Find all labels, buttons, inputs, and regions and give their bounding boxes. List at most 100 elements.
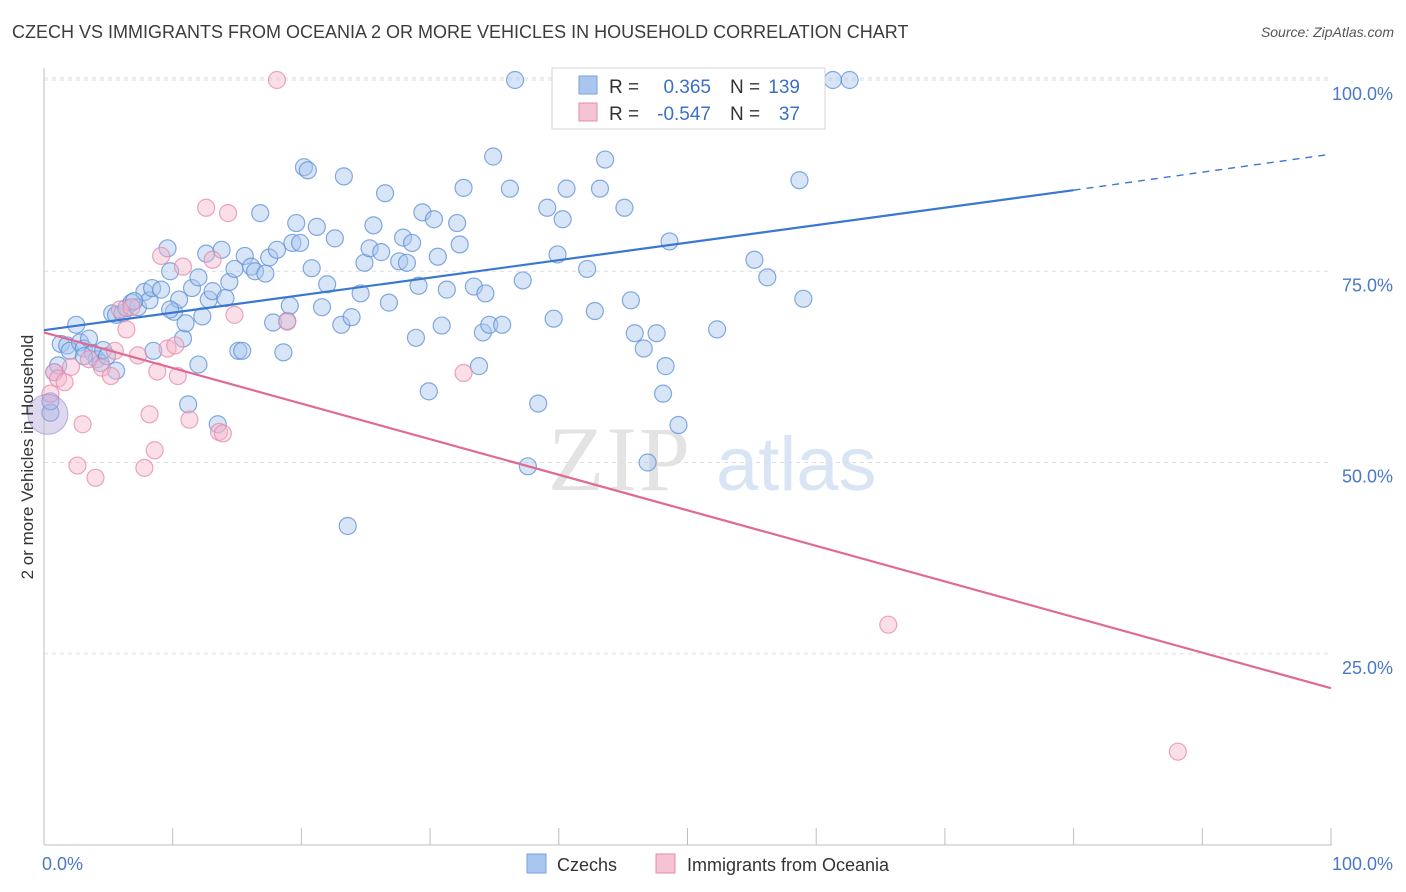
czechs-point bbox=[397, 253, 417, 272]
czechs-point bbox=[596, 150, 615, 169]
legend-label-oceania: Immigrants from Oceania bbox=[687, 855, 890, 875]
chart-title: CZECH VS IMMIGRANTS FROM OCEANIA 2 OR MO… bbox=[12, 22, 909, 42]
legend-label-czechs: Czechs bbox=[557, 855, 617, 875]
oceania-point bbox=[122, 298, 141, 317]
czechs-point bbox=[660, 232, 679, 251]
stats-n-label-oceania: N = bbox=[730, 104, 760, 125]
czechs-point bbox=[529, 394, 548, 413]
oceania-trend-line bbox=[43, 331, 1332, 690]
oceania-point bbox=[101, 366, 121, 386]
oceania-point bbox=[68, 456, 87, 475]
oceania-point bbox=[225, 305, 244, 324]
czechs-point bbox=[409, 276, 428, 295]
gridlines bbox=[44, 77, 1331, 655]
czechs-point bbox=[615, 198, 634, 217]
oceania-point bbox=[203, 250, 222, 269]
czechs-point bbox=[152, 280, 171, 299]
stats-swatch-oceania bbox=[578, 102, 598, 122]
czechs-point bbox=[638, 453, 657, 472]
oceania-point bbox=[213, 424, 232, 443]
czechs-point bbox=[364, 216, 383, 235]
czechs-point bbox=[424, 210, 444, 229]
czechs-point bbox=[493, 315, 512, 334]
czechs-point bbox=[298, 161, 317, 180]
czechs-point bbox=[480, 315, 499, 334]
czechs-point bbox=[375, 184, 395, 203]
oceania-point bbox=[128, 346, 148, 365]
oceania-point bbox=[73, 415, 92, 434]
stats-r-label-czechs: R = bbox=[609, 77, 639, 98]
czechs-point bbox=[208, 415, 227, 434]
czechs-point bbox=[143, 278, 162, 298]
czechs-point bbox=[229, 341, 248, 360]
oceania-point bbox=[152, 246, 171, 266]
czechs-point bbox=[332, 315, 351, 334]
czechs-point bbox=[342, 308, 361, 327]
stats-swatch-czechs bbox=[578, 75, 598, 95]
czechs-point bbox=[179, 395, 198, 414]
czechs-trend-extension bbox=[1073, 153, 1332, 191]
oceania-point bbox=[218, 204, 238, 223]
oceania-point bbox=[140, 405, 159, 424]
y-tick-label: 75.0% bbox=[1342, 275, 1393, 295]
czechs-point bbox=[794, 289, 813, 308]
oceania-point bbox=[135, 458, 154, 477]
czechs-point bbox=[437, 280, 456, 299]
czechs-point bbox=[267, 240, 287, 259]
czechs-point bbox=[351, 284, 370, 303]
czechs-point bbox=[500, 179, 519, 198]
x-ticks bbox=[43, 828, 1332, 845]
czechs-point bbox=[260, 248, 279, 267]
czechs-point bbox=[450, 235, 469, 254]
czechs-point bbox=[578, 259, 597, 279]
czechs-point bbox=[235, 246, 254, 266]
y-tick-label: 100.0% bbox=[1332, 84, 1393, 104]
czechs-point bbox=[106, 361, 126, 380]
oceania-point bbox=[1168, 742, 1187, 761]
czechs-point bbox=[428, 247, 447, 266]
czechs-point bbox=[302, 259, 321, 278]
czechs-point bbox=[41, 392, 60, 411]
czechs-point bbox=[402, 233, 422, 253]
czechs-trend-line bbox=[43, 189, 1074, 332]
czechs-point bbox=[287, 213, 306, 233]
czechs-point bbox=[557, 179, 576, 198]
oceania-point bbox=[454, 363, 473, 383]
oceania-point bbox=[110, 300, 130, 319]
oceania-point bbox=[173, 257, 193, 276]
czechs-point bbox=[464, 277, 483, 296]
czechs-point bbox=[840, 70, 859, 90]
oceania-point bbox=[168, 366, 187, 386]
oceania-point bbox=[105, 341, 124, 360]
czechs-point bbox=[419, 382, 438, 401]
czechs-point bbox=[513, 271, 532, 290]
czechs-point bbox=[544, 309, 563, 328]
czechs-point bbox=[393, 228, 413, 247]
oceania-point bbox=[117, 320, 136, 339]
czechs-point bbox=[325, 229, 344, 248]
stats-n-label-czechs: N = bbox=[730, 77, 760, 98]
czechs-point bbox=[173, 329, 193, 348]
czechs-point bbox=[538, 198, 557, 217]
czechs-point bbox=[161, 300, 180, 319]
oceania-point bbox=[79, 350, 99, 369]
czechs-point bbox=[291, 233, 310, 253]
oceania-points bbox=[27, 70, 1187, 761]
czechs-point bbox=[360, 239, 379, 258]
x-tick-label-min: 0.0% bbox=[42, 854, 83, 874]
czechs-point bbox=[590, 179, 610, 198]
czechs-point bbox=[189, 268, 208, 287]
oceania-point bbox=[879, 615, 898, 634]
czechs-point bbox=[653, 384, 673, 403]
czechs-point bbox=[372, 243, 391, 262]
czechs-point bbox=[233, 341, 252, 360]
oceania-point bbox=[145, 441, 164, 460]
oceania-point bbox=[55, 373, 74, 392]
y-axis-title: 2 or more Vehicles in Household bbox=[18, 335, 37, 580]
czechs-point bbox=[74, 347, 93, 366]
czechs-point bbox=[170, 290, 189, 309]
czechs-point bbox=[476, 284, 495, 303]
czechs-point bbox=[212, 240, 231, 259]
stats-n-value-czechs: 139 bbox=[768, 77, 800, 98]
